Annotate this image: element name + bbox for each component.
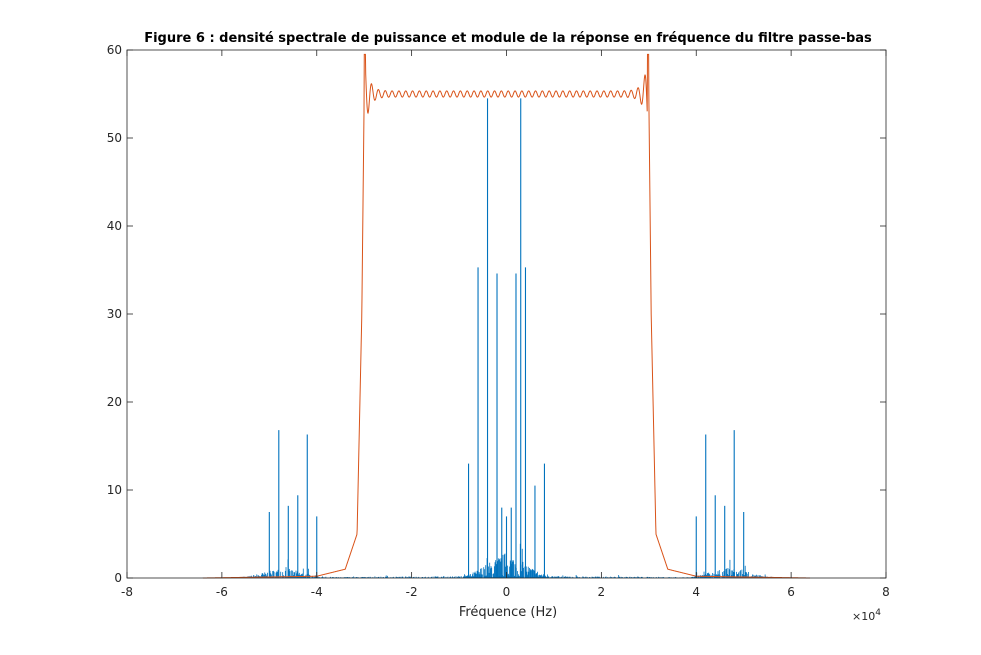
- x-axis-exponent-power: 4: [875, 608, 881, 618]
- x-axis-label: Fréquence (Hz): [459, 605, 557, 620]
- x-tick-label: -6: [216, 585, 228, 599]
- y-tick-label: 10: [107, 483, 122, 497]
- ticks-layer: -8 -6 -4 -2 0 2 4 6 8 0 10 20 30 40 50 60: [107, 43, 890, 599]
- x-tick-label: 2: [598, 585, 606, 599]
- series-layer: [202, 53, 811, 579]
- y-tick-label: 60: [107, 43, 122, 57]
- x-tick-label: 6: [787, 585, 795, 599]
- y-tick-label: 20: [107, 395, 122, 409]
- x-tick-label: 4: [692, 585, 700, 599]
- x-tick-label: 0: [503, 585, 511, 599]
- x-tick-label: -8: [121, 585, 133, 599]
- x-tick-label: -2: [406, 585, 418, 599]
- y-tick-label: 50: [107, 131, 122, 145]
- x-tick-label: -4: [311, 585, 323, 599]
- y-tick-label: 40: [107, 219, 122, 233]
- plot-background: [127, 50, 886, 578]
- x-axis-exponent-base: ×10: [852, 610, 875, 623]
- chart-title: Figure 6 : densité spectrale de puissanc…: [144, 31, 872, 46]
- y-tick-label: 30: [107, 307, 122, 321]
- y-tick-label: 0: [114, 571, 122, 585]
- x-tick-label: 8: [882, 585, 890, 599]
- x-axis-exponent: ×104: [852, 608, 881, 623]
- filter-response-line: [202, 53, 811, 579]
- psd-peaks: [268, 98, 745, 578]
